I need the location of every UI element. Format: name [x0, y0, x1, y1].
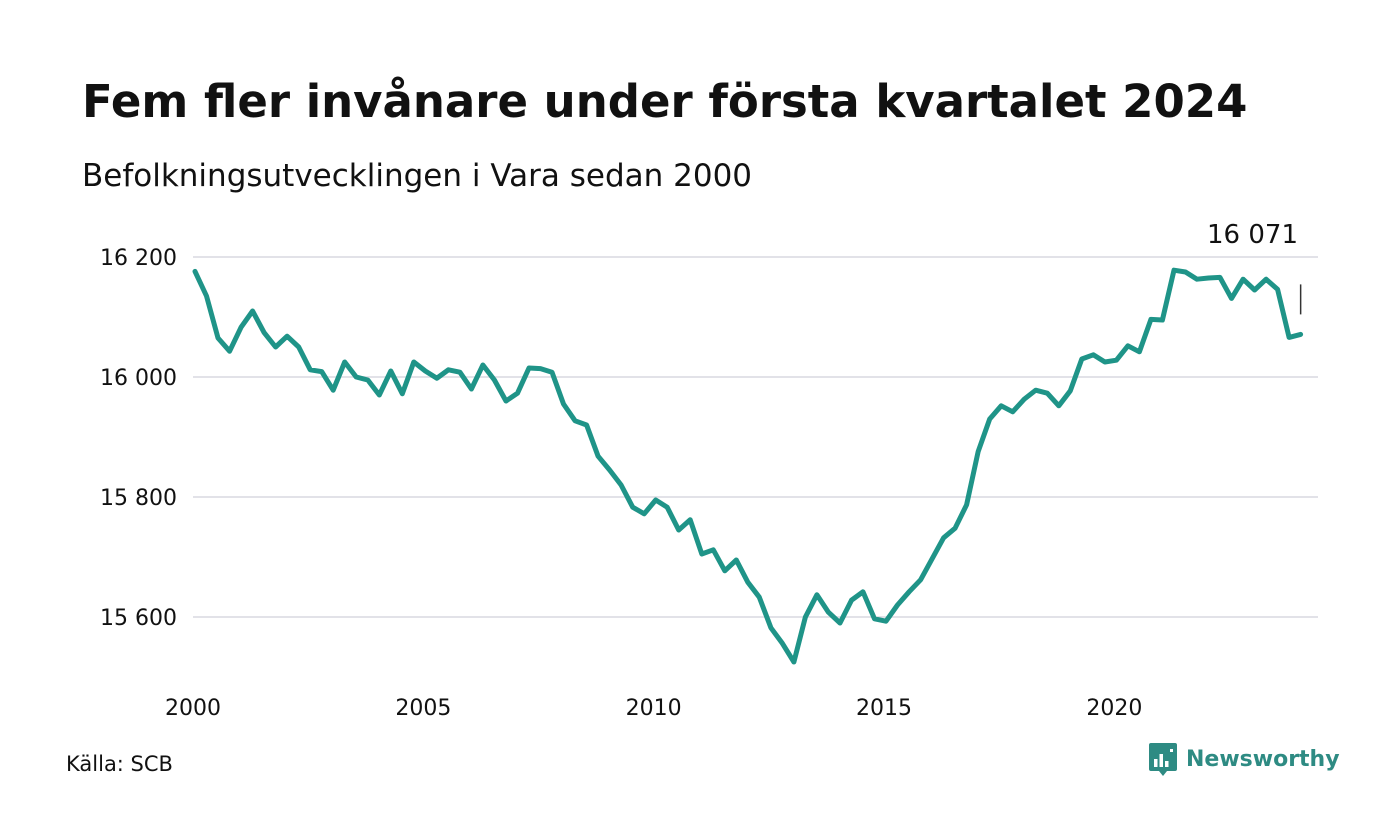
series-line [192, 267, 1304, 665]
grid-lines [193, 256, 1318, 618]
chart-title: Fem fler invånare under första kvartalet… [82, 75, 1248, 128]
y-tick-label: 16 000 [100, 366, 177, 391]
x-tick-label: 2000 [165, 696, 221, 721]
y-axis-labels: 15 600 15 800 16 000 16 200 [100, 246, 177, 631]
newsworthy-logo-icon [1149, 743, 1177, 776]
source-label: Källa: SCB [66, 752, 173, 776]
brand-name: Newsworthy [1186, 747, 1340, 772]
annotation-value-label: 16 071 [1207, 220, 1298, 250]
x-tick-label: 2015 [856, 696, 912, 721]
y-tick-label: 15 600 [100, 606, 177, 631]
annotation-layer: 16 071 [1207, 220, 1302, 315]
x-axis-labels: 2000 2005 2010 2015 2020 [165, 696, 1142, 721]
brand-logo[interactable]: Newsworthy [1148, 742, 1340, 778]
x-tick-label: 2010 [626, 696, 682, 721]
y-tick-label: 16 200 [100, 246, 177, 271]
x-tick-label: 2005 [395, 696, 451, 721]
y-tick-label: 15 800 [100, 486, 177, 511]
series-layer [192, 267, 1304, 665]
chart-subtitle: Befolkningsutvecklingen i Vara sedan 200… [82, 158, 753, 194]
x-tick-label: 2020 [1086, 696, 1142, 721]
